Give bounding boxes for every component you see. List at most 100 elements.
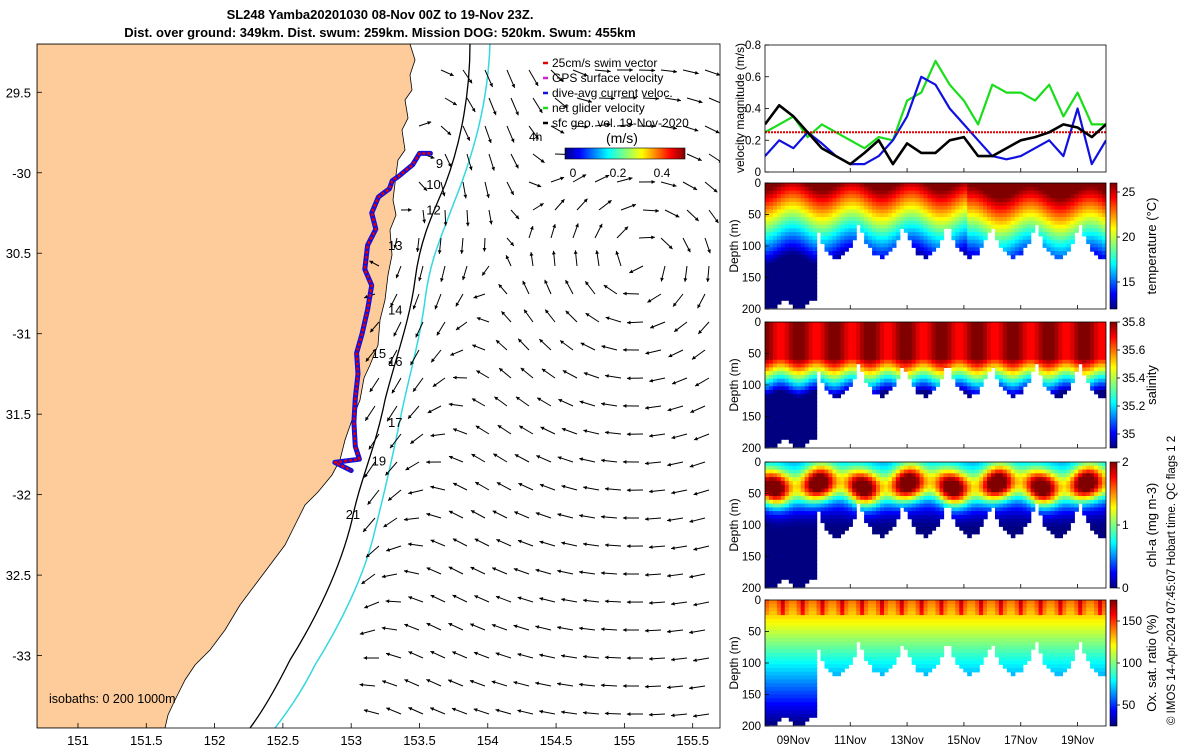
geostrophic-arrow-head	[582, 710, 587, 715]
legend-geostrophic: sfc geo. vel. 19-Nov-2020	[552, 116, 689, 130]
section-y-tick-label: 100	[742, 658, 761, 670]
geostrophic-arrow-head	[693, 602, 698, 607]
geostrophic-arrow-head	[560, 199, 565, 204]
velocity-y-axis-label: velocity magnitude (m/s)	[733, 43, 747, 173]
geostrophic-arrow-head	[706, 278, 710, 282]
section-y-tick-label: 200	[742, 583, 761, 595]
geostrophic-arrow-head	[492, 510, 497, 515]
section-colorbar-tick: 35.4	[1122, 371, 1146, 385]
geostrophic-arrow-head	[604, 599, 609, 604]
geostrophic-arrow-head	[386, 707, 391, 712]
geostrophic-arrow-head	[667, 518, 671, 522]
geostrophic-arrow-head	[626, 600, 631, 605]
geostrophic-arrow-head	[695, 382, 700, 387]
geostrophic-arrow-head	[651, 68, 656, 73]
geostrophic-arrow-head	[551, 250, 556, 255]
geostrophic-arrow-head	[448, 566, 453, 571]
geostrophic-arrow-head	[489, 83, 493, 87]
geostrophic-arrow-head	[385, 599, 390, 604]
time-tick-label: 13Nov	[890, 735, 923, 747]
map-colorbar-tick: 0.2	[610, 166, 627, 180]
velocity-y-tick-label: 0.8	[745, 40, 761, 52]
geostrophic-arrow-head	[369, 260, 374, 265]
geostrophic-arrow-head	[539, 540, 544, 545]
geostrophic-arrow-head	[493, 453, 498, 458]
geostrophic-arrow-head	[622, 403, 627, 408]
geostrophic-arrow-head	[463, 194, 468, 199]
geostrophic-arrow-head	[603, 285, 608, 289]
glider-day-label: 21	[346, 507, 360, 522]
isobath-1000m	[274, 44, 491, 728]
geostrophic-arrow-head	[624, 226, 629, 231]
time-axis-labels: 09Nov 11Nov 13Nov 15Nov 17Nov 19Nov	[777, 735, 1095, 747]
glider-day-label: 19	[372, 454, 386, 469]
time-tick-label: 17Nov	[1004, 735, 1037, 747]
geostrophic-arrow-head	[649, 433, 653, 438]
geostrophic-arrow-head	[441, 192, 446, 197]
map-y-tick-label: -33	[12, 649, 31, 664]
geostrophic-arrow-head	[437, 250, 442, 254]
isobath-200m	[249, 44, 471, 728]
geostrophic-arrow-head	[461, 276, 466, 281]
geostrophic-arrow-head	[582, 174, 587, 178]
geostrophic-arrow-head	[623, 291, 627, 296]
geostrophic-arrow-head	[412, 305, 417, 310]
geostrophic-arrow-head	[491, 623, 496, 628]
geostrophic-arrow-head	[674, 328, 679, 332]
geostrophic-arrow-head	[600, 683, 605, 688]
map-y-tick-label: 32.5	[6, 568, 31, 583]
geostrophic-arrow-head	[583, 372, 588, 376]
geostrophic-arrow-head	[514, 454, 519, 458]
section-colorbar-tick: 2	[1122, 455, 1129, 469]
section-y-tick-label: 0	[755, 595, 761, 607]
map-x-tick-label: 152.5	[267, 733, 300, 748]
geostrophic-arrow-head	[655, 96, 660, 101]
geostrophic-arrow-head	[667, 462, 672, 467]
geostrophic-arrow-head	[645, 405, 649, 410]
geostrophic-arrow-head	[495, 708, 500, 713]
map-y-tick-label: 29.5	[6, 85, 31, 100]
geostrophic-arrow-head	[667, 407, 672, 412]
velocity-lines	[765, 59, 1106, 166]
geostrophic-arrow-head	[558, 399, 563, 403]
map-x-tick-label: 154	[477, 733, 499, 748]
glider-day-label: 16	[388, 354, 402, 369]
geostrophic-arrow-head	[440, 277, 444, 282]
geostrophic-arrow-head	[515, 215, 520, 220]
geostrophic-arrow-head	[430, 433, 435, 438]
geostrophic-arrow-head	[434, 305, 439, 310]
geostrophic-arrow-head	[383, 523, 388, 528]
geostrophic-arrow-head	[473, 294, 478, 299]
geostrophic-arrow-head	[539, 709, 543, 714]
geostrophic-arrow-head	[644, 572, 649, 577]
geostrophic-arrow-head	[545, 309, 549, 314]
geostrophic-arrow-head	[578, 682, 583, 687]
geostrophic-arrow-head	[535, 512, 540, 516]
geostrophic-arrow-head	[626, 488, 631, 493]
geostrophic-arrow-head	[561, 427, 566, 432]
geostrophic-arrow-head	[561, 654, 565, 658]
geostrophic-arrow-head	[552, 224, 556, 228]
geostrophic-arrow-head	[598, 223, 603, 228]
geostrophic-arrow-head	[448, 455, 453, 460]
geostrophic-arrow-head	[605, 174, 610, 179]
geostrophic-arrow-head	[541, 368, 546, 373]
geostrophic-arrow-head	[715, 129, 720, 134]
geostrophic-arrow-head	[426, 460, 430, 465]
geostrophic-arrow-head	[452, 538, 457, 543]
section-y-tick-label: 200	[742, 304, 761, 316]
velocity-series-line	[765, 104, 1106, 166]
geostrophic-arrow-head	[539, 483, 544, 488]
geostrophic-arrow-head	[488, 139, 492, 143]
section-colorbar-tick: 150	[1122, 614, 1142, 628]
geostrophic-arrow-head	[408, 414, 412, 419]
geostrophic-arrow-head	[430, 651, 435, 655]
map-colorbar-label: (m/s)	[606, 130, 638, 146]
section-y-tick-label: 200	[742, 721, 761, 733]
map-x-tick-label: 153.5	[403, 733, 436, 748]
geostrophic-arrow-head	[491, 680, 496, 685]
geostrophic-arrow-head	[495, 652, 500, 656]
geostrophic-arrow-head	[629, 122, 633, 127]
geostrophic-arrow-head	[364, 294, 369, 299]
